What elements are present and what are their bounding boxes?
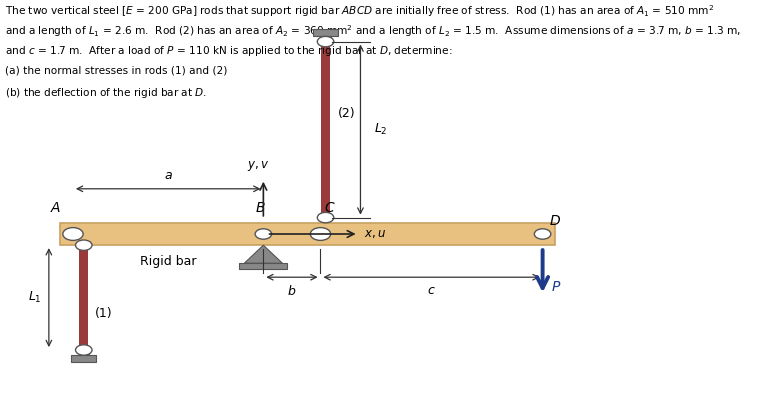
Polygon shape xyxy=(244,245,282,263)
Text: (1): (1) xyxy=(95,307,113,320)
Circle shape xyxy=(317,212,334,223)
Text: $b$: $b$ xyxy=(288,284,297,298)
Circle shape xyxy=(255,229,271,239)
Circle shape xyxy=(75,345,92,355)
Text: $P$: $P$ xyxy=(551,280,561,294)
Bar xyxy=(321,36,331,42)
Text: $a$: $a$ xyxy=(164,169,173,182)
Bar xyxy=(60,223,555,245)
Text: $C$: $C$ xyxy=(324,201,336,215)
Text: $y,v$: $y,v$ xyxy=(247,159,270,173)
Text: and a length of $L_1$ = 2.6 m.  Rod (2) has an area of $A_2$ = 360 mm$^2$ and a : and a length of $L_1$ = 2.6 m. Rod (2) h… xyxy=(5,24,741,40)
Text: $x,u$: $x,u$ xyxy=(363,228,386,240)
Text: $B$: $B$ xyxy=(255,201,266,215)
Circle shape xyxy=(75,240,92,250)
Bar xyxy=(79,350,89,355)
Text: and $c$ = 1.7 m.  After a load of $P$ = 110 kN is applied to the rigid bar at $D: and $c$ = 1.7 m. After a load of $P$ = 1… xyxy=(5,44,453,58)
Circle shape xyxy=(63,228,83,240)
Circle shape xyxy=(534,229,551,239)
Text: $c$: $c$ xyxy=(427,284,436,298)
Text: Rigid bar: Rigid bar xyxy=(140,255,196,268)
Text: (2): (2) xyxy=(338,107,356,120)
Text: $L_2$: $L_2$ xyxy=(374,122,388,137)
Bar xyxy=(71,355,96,362)
Text: $D$: $D$ xyxy=(549,214,561,228)
Circle shape xyxy=(317,36,334,47)
Text: The two vertical steel [$E$ = 200 GPa] rods that support rigid bar $ABCD$ are in: The two vertical steel [$E$ = 200 GPa] r… xyxy=(5,3,714,18)
Bar xyxy=(239,263,288,269)
Bar xyxy=(321,42,330,218)
Text: (a) the normal stresses in rods (1) and (2): (a) the normal stresses in rods (1) and … xyxy=(5,65,227,75)
Text: $A$: $A$ xyxy=(50,201,61,215)
Bar xyxy=(79,245,88,350)
Bar xyxy=(313,29,338,36)
Text: $L_1$: $L_1$ xyxy=(28,290,42,305)
Circle shape xyxy=(310,228,331,240)
Text: (b) the deflection of the rigid bar at $D$.: (b) the deflection of the rigid bar at $… xyxy=(5,86,207,100)
